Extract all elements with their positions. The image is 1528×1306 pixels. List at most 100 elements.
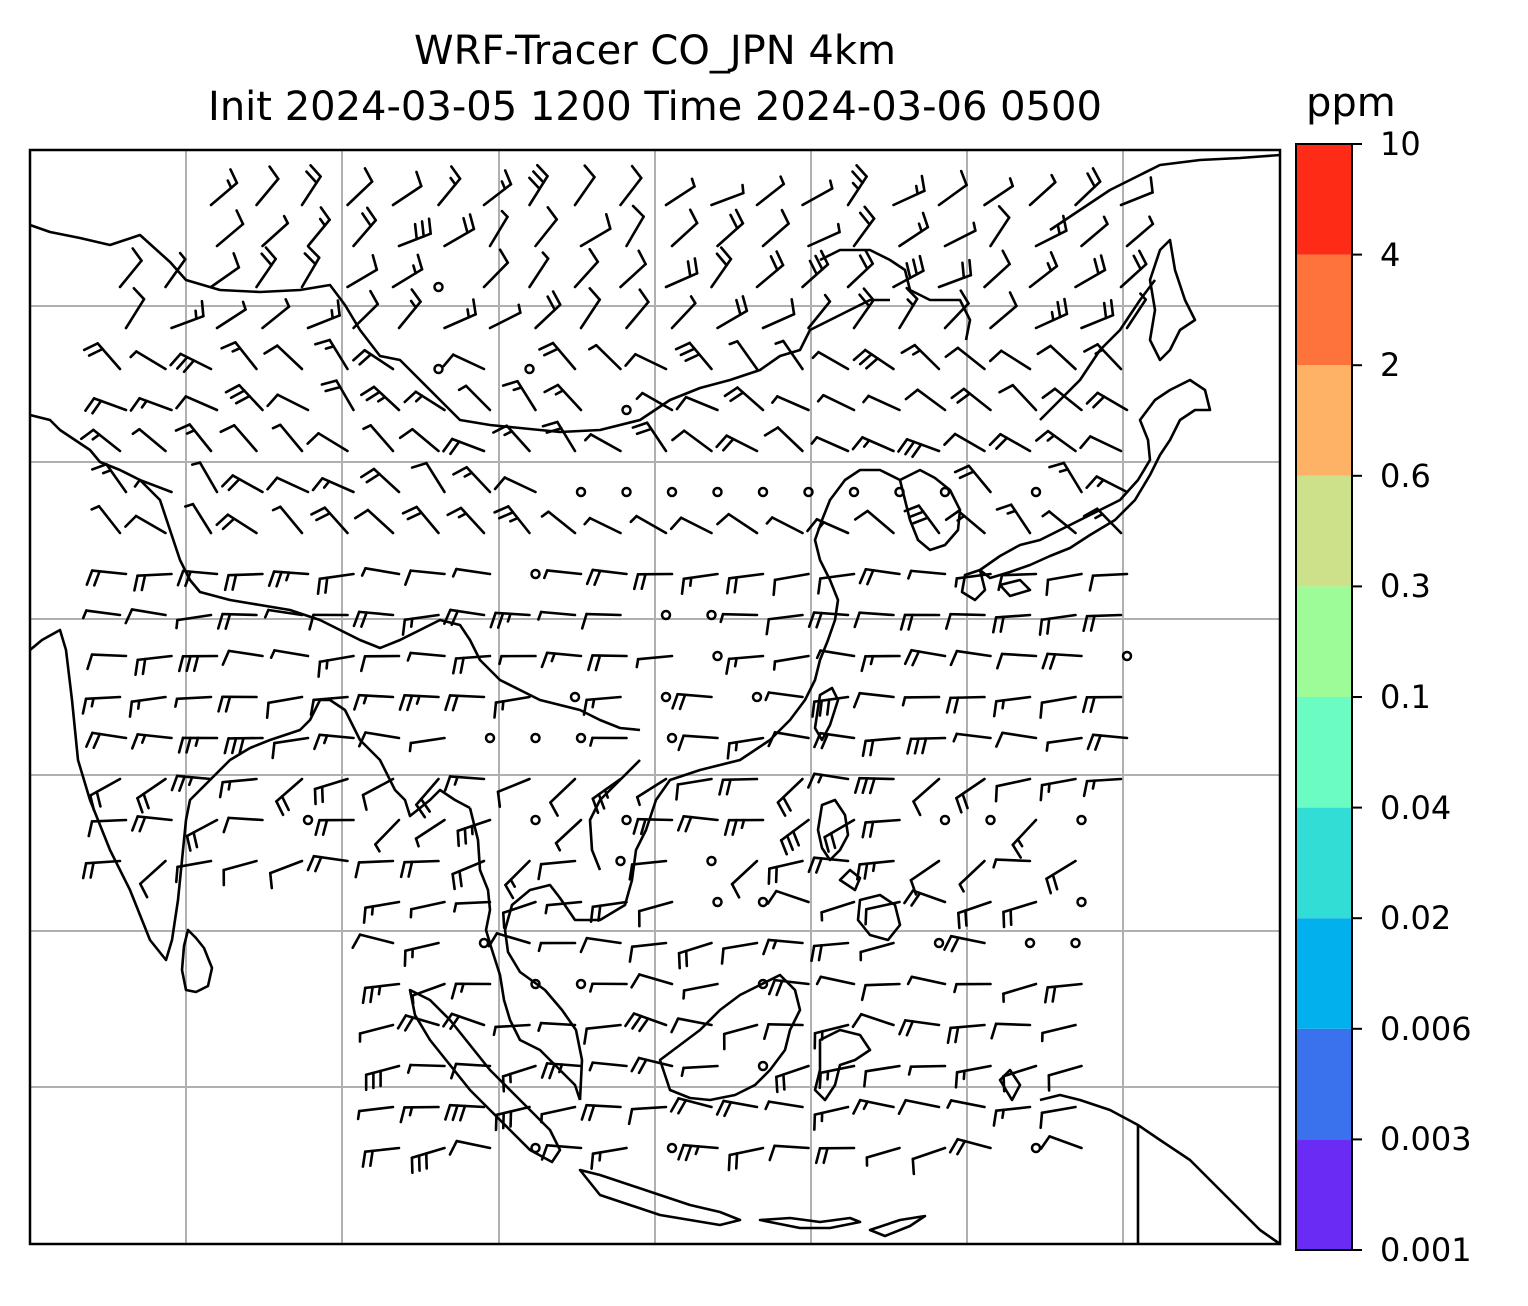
wind-barb [892, 254, 925, 289]
wind-barb [1085, 391, 1129, 412]
wind-barb [352, 289, 380, 330]
wind-barb [308, 613, 349, 631]
wind-barb [863, 1064, 901, 1088]
wind-barb [958, 859, 986, 893]
wind-barb [215, 300, 247, 330]
wind-barb [1085, 475, 1129, 494]
wind-barb [410, 1146, 446, 1175]
wind-barb [1041, 652, 1083, 670]
wind-barb [540, 1105, 577, 1124]
colorbar-band [1296, 807, 1352, 919]
wind-barb [448, 1139, 492, 1156]
wind-calm-marker [484, 732, 496, 744]
wind-barb [261, 214, 290, 248]
wind-barb [271, 505, 304, 535]
wind-barb [129, 396, 173, 412]
wind-barb [1038, 613, 1077, 636]
wind-calm-marker [1076, 896, 1087, 908]
wind-barb [309, 695, 349, 717]
wind-barb [811, 695, 850, 718]
wind-barb [451, 859, 486, 891]
wind-calm-marker [803, 486, 814, 498]
wind-barb [580, 612, 622, 630]
wind-barb [768, 1144, 810, 1162]
wind-barb [1074, 167, 1102, 207]
wind-barb [271, 423, 304, 453]
wind-barb [399, 859, 440, 879]
wind-barb [637, 900, 674, 928]
wind-calm-marker [757, 486, 769, 498]
wind-barb [728, 340, 759, 371]
wind-barb [823, 818, 856, 853]
wind-barb [763, 426, 804, 453]
wind-barb [983, 249, 1011, 289]
colorbar-band [1296, 254, 1352, 366]
wind-barb [815, 649, 856, 660]
wind-barb [725, 654, 765, 675]
wind-barb [406, 1063, 446, 1074]
wind-barb [903, 889, 947, 907]
wind-barb [397, 217, 432, 248]
wind-barb [898, 1019, 941, 1037]
wind-barb [80, 428, 122, 453]
wind-barb [583, 516, 622, 535]
wind-barb [1039, 1135, 1083, 1151]
wind-barb [1034, 214, 1068, 248]
wind-barb [174, 423, 213, 453]
wind-barb [851, 1012, 895, 1029]
wind-barb [767, 859, 804, 885]
wind-barb [953, 982, 992, 994]
wind-barb [998, 383, 1038, 412]
wind-calm-marker [478, 937, 490, 949]
wind-barb [352, 206, 378, 248]
wind-barb [1079, 435, 1123, 453]
wind-barb [255, 246, 277, 289]
wind-barb [635, 391, 674, 412]
wind-barb [403, 941, 440, 968]
wind-calm-marker [712, 486, 723, 498]
wind-barb [224, 383, 264, 412]
wind-barb [401, 505, 440, 535]
wind-barb [85, 731, 128, 750]
wind-barb [670, 208, 699, 248]
wind-barb [175, 613, 213, 630]
wind-barb [775, 1064, 810, 1094]
wind-barb [852, 205, 876, 248]
colorbar-band [1296, 144, 1352, 255]
wind-barb [671, 692, 713, 711]
wind-barb [538, 341, 577, 371]
wind-barb [364, 1064, 401, 1092]
wind-barb [537, 1021, 577, 1032]
wind-barb [492, 424, 531, 453]
wind-barb [664, 177, 696, 207]
wind-barb [1125, 292, 1148, 330]
wind-barb [409, 900, 446, 919]
wind-barb [1028, 251, 1059, 289]
wind-barb [410, 461, 446, 494]
wind-barb [853, 776, 895, 795]
wind-barb [628, 859, 668, 881]
wind-barb [859, 941, 895, 962]
wind-barb [946, 1099, 986, 1109]
wind-barb [86, 653, 128, 671]
wind-barb [396, 1014, 440, 1032]
colorbar-frame [1295, 143, 1353, 1251]
wind-barb [87, 818, 128, 838]
wind-barb [675, 395, 719, 412]
colorbar-bands [1296, 144, 1352, 1250]
wind-barb [716, 512, 759, 535]
wind-barb [403, 390, 446, 412]
wind-barb [585, 568, 628, 587]
wind-barb [807, 293, 832, 330]
wind-barb [625, 288, 650, 330]
wind-barb [675, 777, 713, 801]
wind-barb [907, 569, 947, 580]
wind-barb [170, 774, 213, 792]
coastlines [29, 153, 1281, 1246]
wind-calm-marker [615, 855, 626, 867]
wind-barb [399, 1105, 440, 1124]
wind-barb [1002, 1064, 1038, 1093]
wind-barb [314, 338, 349, 371]
wind-barb [903, 648, 947, 667]
wind-calm-marker [706, 609, 717, 621]
